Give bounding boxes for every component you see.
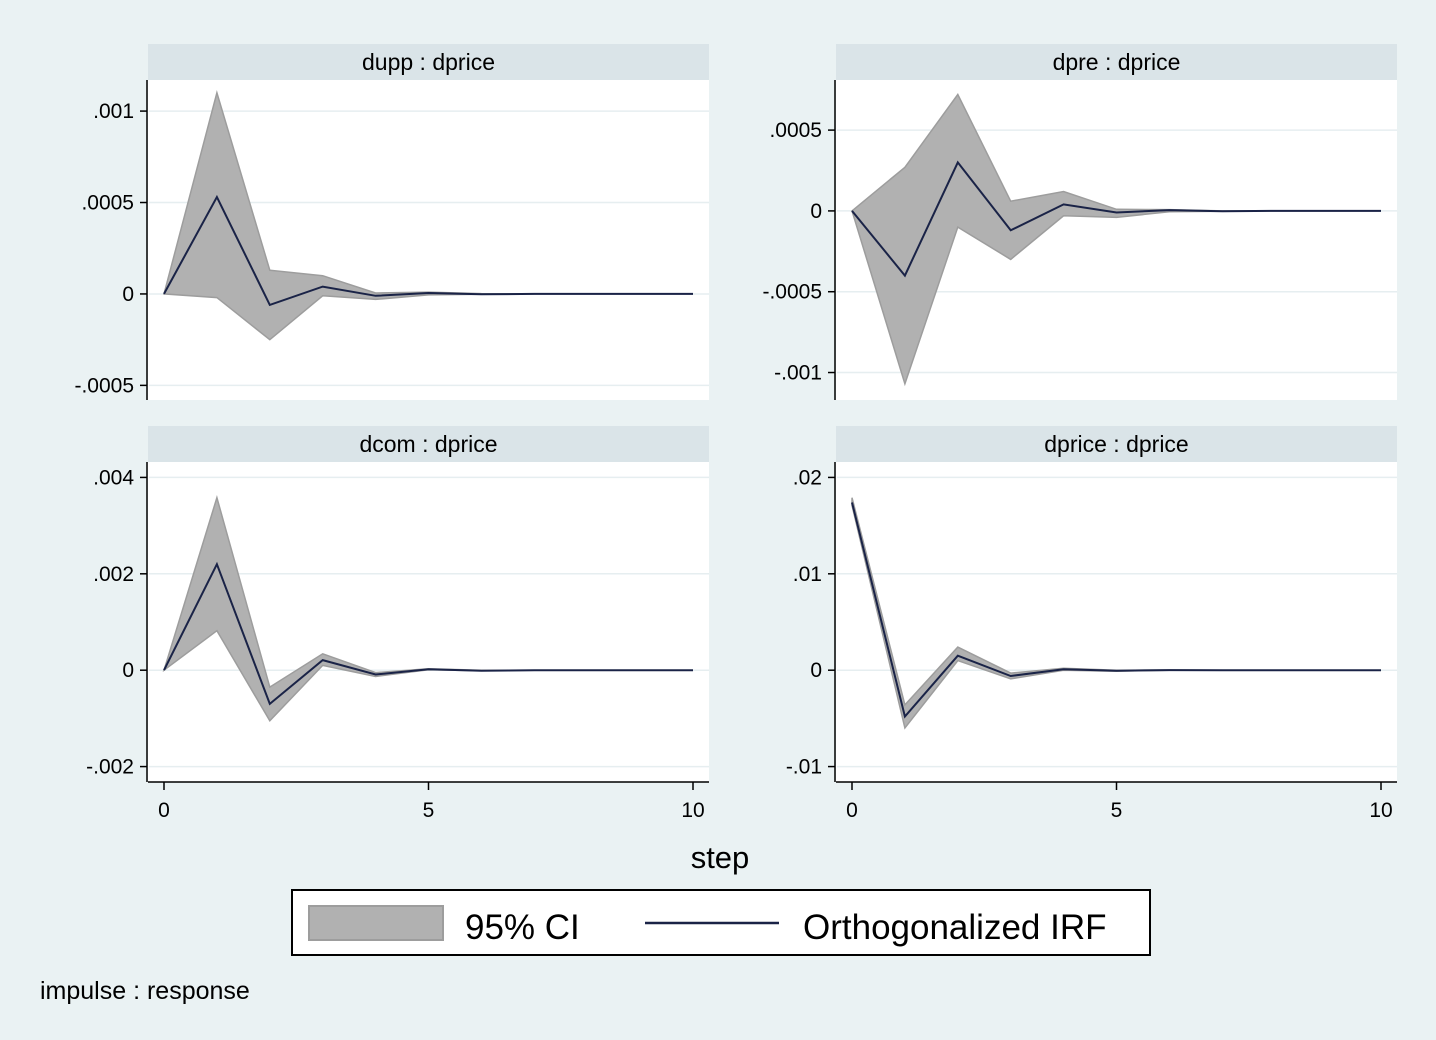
panel-title-strip: [836, 44, 1397, 80]
irf-line: [163, 561, 693, 706]
legend-label-ci: 95% CI: [465, 908, 580, 947]
x-tick-label: 5: [1111, 799, 1123, 822]
y-tick-label: 0: [122, 283, 134, 306]
y-tick-label: -.0005: [762, 281, 822, 304]
x-tick-label: 0: [158, 799, 170, 822]
y-tick-label: -.001: [774, 362, 822, 385]
y-tick-label: -.0005: [74, 374, 134, 397]
panel-1: dupp : dprice -.0005 0 .0005 .001: [74, 44, 709, 400]
irf-line: [851, 160, 1381, 278]
panel-title: dpre : dprice: [1053, 49, 1181, 75]
x-tick-label: 10: [681, 799, 704, 822]
panel-title-strip: [148, 44, 709, 80]
x-axis-label: step: [691, 840, 750, 875]
plot-area: [836, 462, 1397, 782]
panel-title-strip: [836, 426, 1397, 462]
ci-band: [162, 495, 693, 723]
irf-line: [163, 194, 693, 307]
y-tick-label: 0: [810, 659, 822, 682]
panel-title: dupp : dprice: [362, 49, 495, 75]
y-tick-label: .01: [793, 563, 822, 586]
ci-band: [851, 93, 1381, 387]
panel-title-strip: [148, 426, 709, 462]
panel-title: dcom : dprice: [359, 431, 497, 457]
y-tick-label: .02: [793, 466, 822, 489]
x-tick-label: 5: [423, 799, 435, 822]
figure-note: impulse : response: [40, 977, 250, 1005]
panel-3: dcom : dprice -.002 0 .002 .004 0 5 10: [86, 426, 709, 822]
panel-title: dprice : dprice: [1044, 431, 1188, 457]
y-tick-label: -.002: [86, 756, 134, 779]
y-tick-label: .001: [93, 100, 134, 123]
y-tick-label: 0: [122, 659, 134, 682]
legend-label-irf: Orthogonalized IRF: [803, 908, 1106, 947]
panel-2: dpre : dprice -.001 -.0005 0 .0005: [762, 44, 1397, 400]
ci-band: [163, 90, 693, 341]
y-tick-label: .002: [93, 563, 134, 586]
y-tick-label: .0005: [81, 192, 134, 215]
panel-4: dprice : dprice -.01 0 .01 .02 0 5 10: [786, 426, 1397, 822]
legend-swatch-ci: [308, 905, 444, 941]
y-tick-label: 0: [810, 200, 822, 223]
panel-grid: dupp : dprice -.0005 0 .0005 .001 dpre : dpri…: [74, 44, 1397, 822]
irf-line: [851, 502, 1381, 719]
y-tick-label: .004: [93, 466, 134, 489]
legend: 95% CI Orthogonalized IRF: [291, 889, 1151, 956]
y-tick-label: -.01: [786, 756, 822, 779]
x-tick-label: 10: [1369, 799, 1392, 822]
y-tick-label: .0005: [769, 119, 822, 142]
x-tick-label: 0: [846, 799, 858, 822]
